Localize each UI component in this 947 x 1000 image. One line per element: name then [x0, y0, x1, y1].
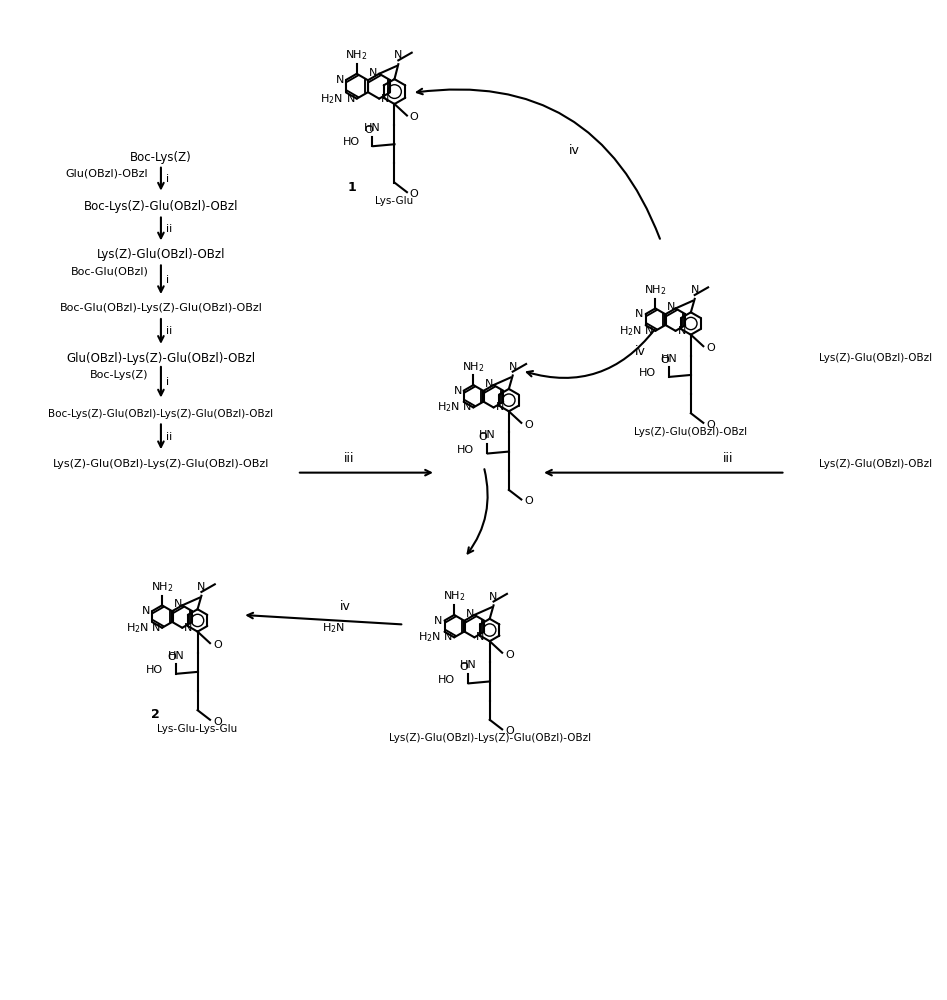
Text: H$_2$N: H$_2$N	[619, 324, 642, 338]
Text: NH$_2$: NH$_2$	[644, 283, 667, 297]
Text: N: N	[466, 609, 474, 619]
Text: N: N	[476, 632, 485, 642]
Text: HO: HO	[639, 368, 656, 378]
Text: Boc-Lys(Z): Boc-Lys(Z)	[90, 370, 149, 380]
Text: N: N	[381, 94, 389, 104]
Text: i: i	[166, 275, 169, 285]
Text: ii: ii	[166, 224, 172, 234]
Text: N: N	[142, 606, 151, 616]
Text: H$_2$N: H$_2$N	[322, 621, 345, 635]
Text: N: N	[197, 582, 205, 592]
Text: NH$_2$: NH$_2$	[443, 590, 466, 603]
Text: NH$_2$: NH$_2$	[151, 580, 173, 594]
Text: Lys-Glu-Lys-Glu: Lys-Glu-Lys-Glu	[157, 724, 238, 734]
Text: ii: ii	[166, 432, 172, 442]
Text: Lys-Glu: Lys-Glu	[375, 196, 414, 206]
Text: N: N	[490, 592, 498, 602]
Text: N: N	[435, 616, 442, 626]
Text: HN: HN	[479, 430, 495, 440]
Text: N: N	[645, 326, 653, 336]
Text: H$_2$N: H$_2$N	[126, 621, 149, 635]
Text: iv: iv	[569, 144, 581, 157]
Text: H$_2$N: H$_2$N	[418, 630, 440, 644]
Text: N: N	[463, 402, 472, 412]
Text: O: O	[661, 355, 670, 365]
Text: HN: HN	[168, 651, 184, 661]
Text: O: O	[706, 343, 715, 353]
Text: N: N	[667, 302, 675, 312]
Text: HN: HN	[459, 660, 476, 670]
Text: 2: 2	[152, 708, 160, 721]
Text: O: O	[459, 662, 468, 672]
Text: O: O	[410, 189, 419, 199]
Text: O: O	[478, 432, 488, 442]
Text: N: N	[335, 75, 344, 85]
Text: Lys(Z)-Glu(OBzl)-OBzl: Lys(Z)-Glu(OBzl)-OBzl	[819, 459, 932, 469]
Text: N: N	[495, 402, 504, 412]
Text: Glu(OBzl)-Lys(Z)-Glu(OBzl)-OBzl: Glu(OBzl)-Lys(Z)-Glu(OBzl)-OBzl	[66, 352, 256, 365]
Text: ii: ii	[166, 326, 172, 336]
Text: O: O	[410, 112, 419, 122]
Text: Glu(OBzl)-OBzl: Glu(OBzl)-OBzl	[66, 168, 149, 178]
Text: HO: HO	[438, 675, 456, 685]
Text: 1: 1	[348, 181, 357, 194]
Text: Boc-Lys(Z)-Glu(OBzl)-Lys(Z)-Glu(OBzl)-OBzl: Boc-Lys(Z)-Glu(OBzl)-Lys(Z)-Glu(OBzl)-OB…	[48, 409, 274, 419]
Text: N: N	[173, 599, 182, 609]
Text: HO: HO	[146, 665, 163, 675]
Text: N: N	[152, 623, 160, 633]
Text: O: O	[706, 420, 715, 430]
Text: O: O	[365, 125, 373, 135]
Text: Lys(Z)-Glu(OBzl)-Lys(Z)-Glu(OBzl)-OBzl: Lys(Z)-Glu(OBzl)-Lys(Z)-Glu(OBzl)-OBzl	[53, 459, 269, 469]
Text: N: N	[635, 309, 644, 319]
Text: O: O	[505, 650, 514, 660]
Text: O: O	[213, 640, 222, 650]
Text: HN: HN	[365, 123, 381, 133]
Text: O: O	[168, 652, 176, 662]
Text: HO: HO	[343, 137, 360, 147]
Text: H$_2$N: H$_2$N	[320, 92, 344, 106]
Text: N: N	[690, 285, 699, 295]
Text: O: O	[213, 717, 222, 727]
Text: N: N	[454, 386, 462, 396]
Text: Boc-Lys(Z)-Glu(OBzl)-OBzl: Boc-Lys(Z)-Glu(OBzl)-OBzl	[83, 200, 238, 213]
Text: O: O	[525, 420, 533, 430]
Text: N: N	[677, 326, 686, 336]
Text: H$_2$N: H$_2$N	[437, 401, 460, 414]
Text: i: i	[166, 174, 169, 184]
Text: N: N	[485, 379, 493, 389]
Text: N: N	[369, 68, 378, 78]
Text: O: O	[505, 726, 514, 736]
Text: O: O	[525, 496, 533, 506]
Text: NH$_2$: NH$_2$	[462, 360, 485, 374]
Text: N: N	[394, 50, 402, 60]
Text: NH$_2$: NH$_2$	[346, 48, 368, 62]
Text: iv: iv	[339, 600, 350, 613]
Text: Lys(Z)-Glu(OBzl)-OBzl: Lys(Z)-Glu(OBzl)-OBzl	[634, 427, 747, 437]
Text: N: N	[347, 94, 355, 104]
Text: Boc-Lys(Z): Boc-Lys(Z)	[130, 151, 192, 164]
Text: N: N	[509, 362, 517, 372]
Text: iii: iii	[723, 452, 733, 465]
Text: N: N	[444, 632, 453, 642]
Text: Boc-Glu(OBzl): Boc-Glu(OBzl)	[71, 266, 149, 276]
Text: HN: HN	[661, 354, 677, 364]
Text: Lys(Z)-Glu(OBzl)-OBzl: Lys(Z)-Glu(OBzl)-OBzl	[819, 353, 932, 363]
Text: Lys(Z)-Glu(OBzl)-Lys(Z)-Glu(OBzl)-OBzl: Lys(Z)-Glu(OBzl)-Lys(Z)-Glu(OBzl)-OBzl	[388, 733, 591, 743]
Text: N: N	[184, 623, 192, 633]
Text: iii: iii	[345, 452, 355, 465]
Text: i: i	[166, 377, 169, 387]
Text: iv: iv	[634, 345, 645, 358]
Text: Boc-Glu(OBzl)-Lys(Z)-Glu(OBzl)-OBzl: Boc-Glu(OBzl)-Lys(Z)-Glu(OBzl)-OBzl	[60, 303, 262, 313]
Text: HO: HO	[457, 445, 474, 455]
Text: Lys(Z)-Glu(OBzl)-OBzl: Lys(Z)-Glu(OBzl)-OBzl	[97, 248, 225, 261]
